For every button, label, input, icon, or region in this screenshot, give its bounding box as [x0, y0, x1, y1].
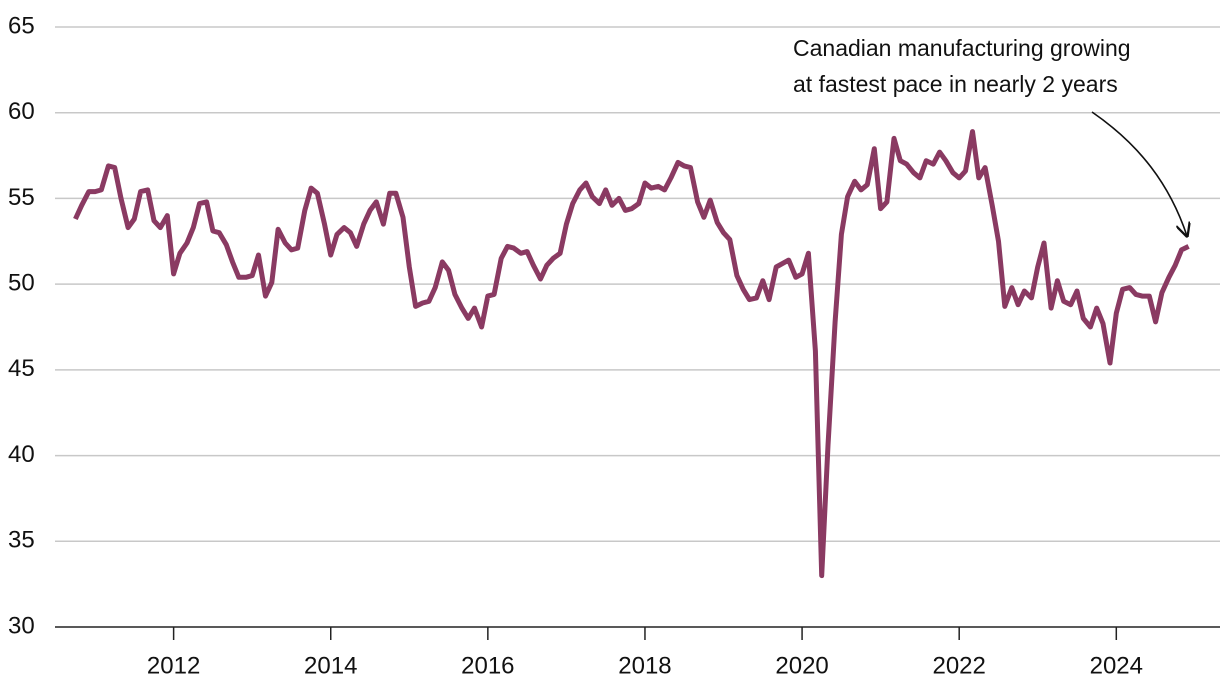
y-tick-label: 35	[8, 527, 35, 554]
y-tick-label: 30	[8, 612, 35, 639]
x-tick-label: 2014	[304, 652, 357, 679]
y-tick-label: 50	[8, 269, 35, 296]
y-tick-label: 65	[8, 12, 35, 39]
y-tick-label: 55	[8, 184, 35, 211]
x-tick-label: 2012	[147, 652, 200, 679]
y-tick-label: 60	[8, 98, 35, 125]
x-tick-label: 2016	[461, 652, 514, 679]
y-tick-label: 45	[8, 355, 35, 382]
grid	[55, 26, 1220, 543]
annotation: Canadian manufacturing growing	[793, 35, 1131, 61]
x-tick-label: 2022	[932, 652, 985, 679]
x-tick-label: 2020	[775, 652, 828, 679]
x-tick-label: 2024	[1090, 652, 1143, 679]
y-tick-label: 40	[8, 441, 35, 468]
data-line	[73, 129, 1190, 579]
annotation: at fastest pace in nearly 2 years	[793, 71, 1118, 97]
x-tick-label: 2018	[618, 652, 671, 679]
annotation-arrow	[1091, 111, 1187, 236]
